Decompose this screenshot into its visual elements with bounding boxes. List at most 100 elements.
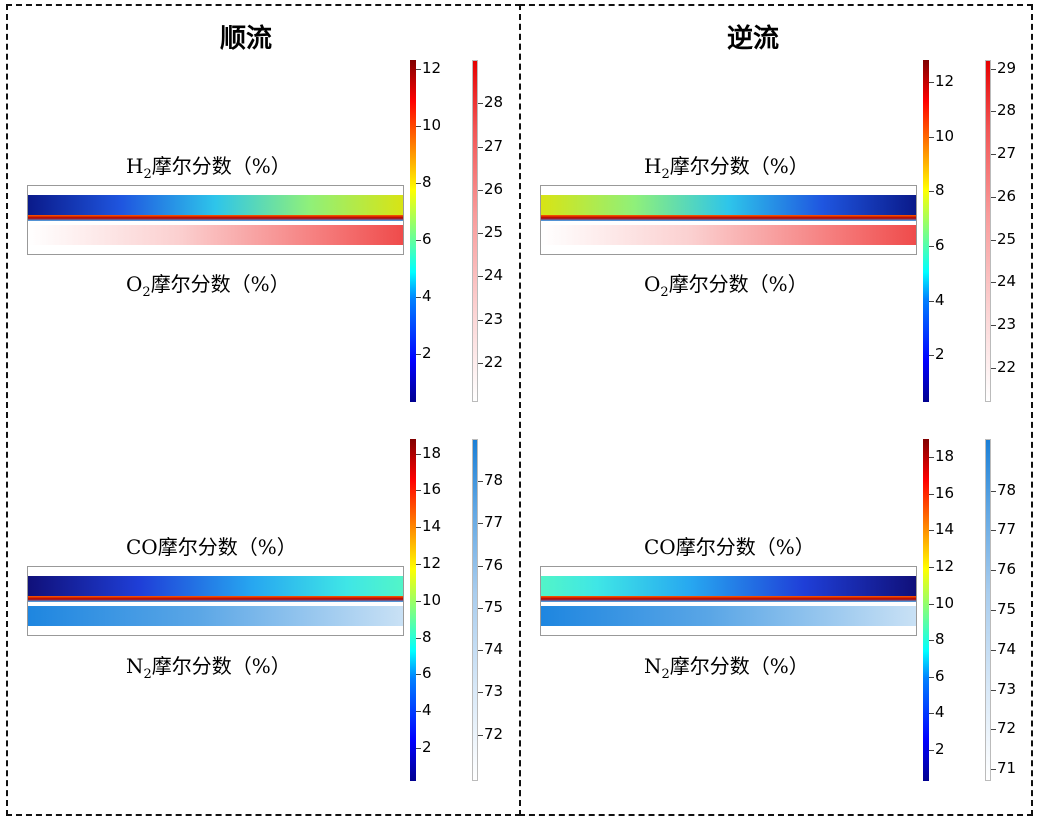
colorbar-tick — [929, 676, 934, 678]
colorbar-tick-label: 6 — [935, 236, 945, 255]
colorbar-tick — [478, 146, 483, 148]
colorbar-fuel — [410, 439, 416, 781]
colorbar-tick-label: 12 — [935, 71, 955, 90]
colorbar-tick — [991, 729, 996, 731]
colorbar-tick-label: 14 — [935, 520, 955, 539]
colorbar-tick-label: 22 — [997, 357, 1017, 376]
colorbar-tick — [478, 189, 483, 191]
oxidant-channel-field — [541, 606, 916, 626]
panel-title: 顺流 — [220, 24, 273, 54]
colorbar-fuel — [923, 60, 929, 402]
colorbar-tick-label: 6 — [422, 664, 432, 683]
interface-band — [541, 215, 916, 221]
colorbar-tick-label: 26 — [484, 179, 504, 198]
colorbar-tick — [991, 239, 996, 241]
label-species: CO — [126, 535, 158, 559]
colorbar-tick — [991, 769, 996, 771]
colorbar-tick-label: 76 — [997, 560, 1017, 579]
colorbar-tick-label: 6 — [422, 229, 432, 248]
colorbar-tick — [478, 363, 483, 365]
colorbar-tick-label: 29 — [997, 58, 1017, 77]
colorbar-tick-label: 23 — [484, 309, 504, 328]
colorbar-tick-label: 74 — [484, 640, 504, 659]
label-subscript: 2 — [143, 667, 152, 682]
colorbar-tick — [929, 300, 934, 302]
colorbar-oxidant — [985, 60, 991, 402]
colorbar-tick — [416, 600, 421, 602]
fuel-channel-field — [28, 576, 403, 596]
colorbar-tick — [929, 246, 934, 248]
label-upper-species: CO摩尔分数（%） — [644, 531, 815, 560]
colorbar-tick-label: 4 — [422, 286, 432, 305]
colorbar-tick-label: 75 — [484, 597, 504, 616]
fuel-channel-field — [541, 576, 916, 596]
colorbar-tick-label: 10 — [935, 126, 955, 145]
label-subscript: 2 — [661, 667, 670, 682]
colorbar-oxidant — [472, 60, 478, 402]
colorbar-tick-label: 2 — [935, 739, 945, 758]
colorbar-tick-label: 72 — [484, 724, 504, 743]
oxidant-channel-field — [28, 606, 403, 626]
label-text: 摩尔分数（%） — [150, 272, 290, 296]
colorbar-tick-label: 10 — [422, 115, 442, 134]
colorbar-tick — [991, 610, 996, 611]
colorbar-tick-label: 8 — [935, 181, 945, 200]
colorbar-tick — [929, 136, 934, 138]
colorbar-tick-label: 2 — [422, 343, 432, 362]
colorbar-tick — [416, 674, 421, 676]
colorbar-tick-label: 78 — [997, 480, 1017, 499]
label-subscript: 2 — [142, 285, 151, 300]
colorbar-tick — [478, 276, 483, 278]
colorbar-tick — [416, 711, 421, 713]
label-text: 摩尔分数（%） — [668, 272, 808, 296]
colorbar-tick — [416, 747, 421, 749]
interface-band — [28, 215, 403, 221]
colorbar-tick — [478, 481, 483, 483]
label-lower-species: O2摩尔分数（%） — [644, 268, 808, 300]
colorbar-tick — [416, 353, 421, 355]
colorbar-tick — [478, 565, 483, 567]
colorbar-tick-label: 14 — [422, 517, 442, 536]
colorbar-tick-label: 77 — [484, 513, 504, 532]
colorbar-tick-label: 74 — [997, 639, 1017, 658]
colorbar-tick — [929, 567, 934, 569]
colorbar-tick-label: 28 — [997, 101, 1017, 120]
colorbar-tick-label: 4 — [935, 290, 945, 309]
colorbar-tick — [416, 527, 421, 529]
colorbar-tick-label: 72 — [997, 719, 1017, 738]
colorbar-tick-label: 12 — [422, 554, 442, 573]
colorbar-tick — [416, 564, 421, 566]
colorbar-tick — [929, 530, 934, 532]
colorbar-tick-label: 2 — [935, 345, 945, 364]
interface-band — [541, 596, 916, 602]
colorbar-tick — [991, 530, 996, 532]
colorbar-tick-label: 25 — [484, 223, 504, 242]
colorbar-tick-label: 10 — [422, 590, 442, 609]
colorbar-tick — [478, 233, 483, 235]
colorbar-tick — [929, 355, 934, 357]
colorbar-tick-label: 26 — [997, 186, 1017, 205]
label-upper-species: CO摩尔分数（%） — [126, 531, 297, 560]
colorbar-tick — [929, 713, 934, 715]
colorbar-tick-label: 25 — [997, 229, 1017, 248]
colorbar-tick-label: 6 — [935, 666, 945, 685]
colorbar-tick-label: 8 — [422, 172, 432, 191]
colorbar-tick-label: 28 — [484, 93, 504, 112]
panel-countercurrent: 逆流 — [519, 4, 1033, 816]
label-lower-species: N2摩尔分数（%） — [644, 650, 809, 682]
colorbar-tick-label: 22 — [484, 353, 504, 372]
colorbar-tick — [416, 296, 421, 298]
colorbar-tick — [416, 125, 421, 127]
colorbar-tick-label: 4 — [935, 703, 945, 722]
colorbar-tick-label: 16 — [422, 480, 442, 499]
colorbar-tick-label: 12 — [422, 58, 442, 77]
colorbar-tick-label: 8 — [935, 630, 945, 649]
label-text: 摩尔分数（%） — [669, 154, 809, 178]
label-text: 摩尔分数（%） — [151, 654, 291, 678]
colorbar-tick — [991, 689, 996, 691]
panel-title: 逆流 — [727, 24, 780, 54]
colorbar-fuel — [410, 60, 416, 402]
colorbar-tick — [991, 196, 996, 198]
label-text: 摩尔分数（%） — [675, 535, 815, 559]
colorbar-tick — [416, 637, 421, 639]
